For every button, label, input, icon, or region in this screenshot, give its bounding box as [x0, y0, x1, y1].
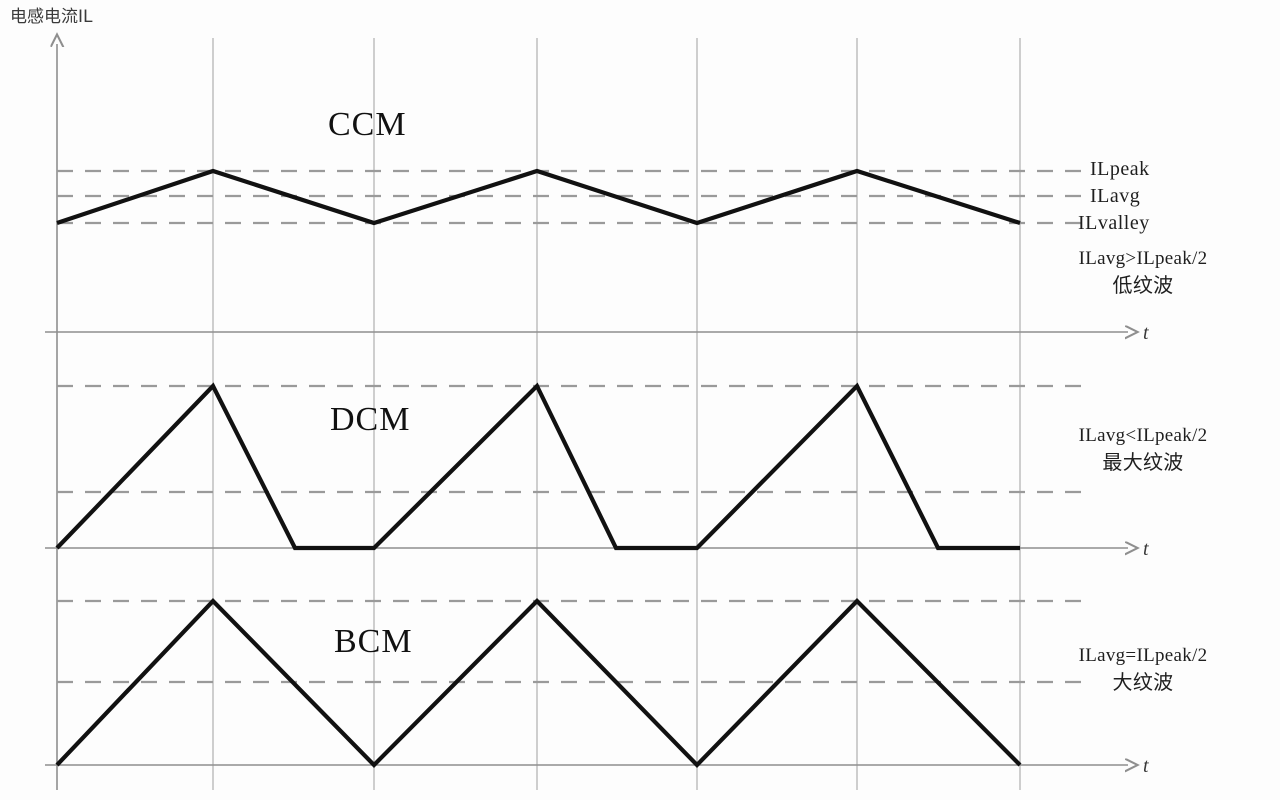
bcm-waveform	[55, 597, 1022, 769]
ccm-level-lines	[57, 169, 1090, 225]
y-axis-label: 电感电流IL	[10, 7, 93, 27]
bcm-title: BCM	[334, 623, 413, 660]
bcm-note: ILavg=ILpeak/2 大纹波	[1038, 645, 1248, 694]
bcm-level-lines	[57, 599, 1090, 684]
ccm-note-text: 低纹波	[1112, 272, 1174, 297]
dcm-level-lines	[57, 384, 1090, 494]
dcm-note-text: 最大纹波	[1102, 449, 1184, 474]
ccm-title: CCM	[328, 106, 407, 143]
dcm-waveform	[55, 382, 1020, 551]
ccm-t-label: t	[1143, 322, 1149, 344]
ccm-note-formula: ILavg>ILpeak/2	[1078, 248, 1208, 269]
bcm-note-text: 大纹波	[1112, 669, 1174, 694]
vertical-gridlines	[212, 38, 1021, 790]
dcm-title: DCM	[330, 401, 411, 438]
bcm-note-formula: ILavg=ILpeak/2	[1078, 645, 1208, 666]
dcm-note-formula: ILavg<ILpeak/2	[1078, 425, 1208, 446]
ccm-waveform	[56, 168, 1021, 226]
dcm-note: ILavg<ILpeak/2 最大纹波	[1038, 425, 1248, 474]
ccm-note: ILavg>ILpeak/2 低纹波	[1038, 248, 1248, 297]
dcm-t-label: t	[1143, 538, 1149, 560]
ccm-avg-label: ILavg	[1090, 185, 1141, 207]
ccm-peak-label: ILpeak	[1090, 158, 1150, 180]
bcm-t-label: t	[1143, 755, 1149, 777]
ccm-valley-label: ILvalley	[1078, 212, 1150, 234]
